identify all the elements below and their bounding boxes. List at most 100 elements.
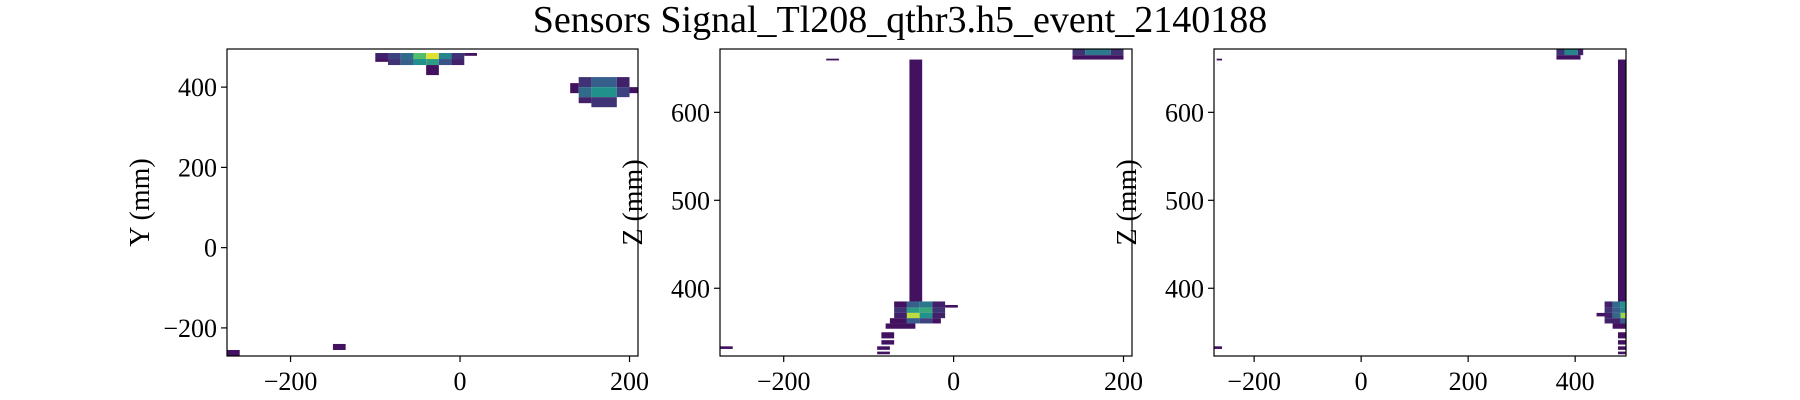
heatmap-cell xyxy=(919,318,933,324)
heatmap-cell xyxy=(826,58,839,61)
y-tick-label: 600 xyxy=(1165,98,1204,127)
heatmap-cell xyxy=(451,59,465,66)
xy-heatmap-panel: −200 0 200 −200 0 200 400 Y (mm) xyxy=(125,48,649,396)
heatmap-cell xyxy=(1072,55,1124,60)
axes-frame xyxy=(719,48,1133,357)
heatmap-cell xyxy=(1620,307,1626,313)
heatmap-cell xyxy=(578,97,592,104)
heatmap-cell xyxy=(426,65,439,76)
heatmap-cell xyxy=(400,53,414,60)
heatmap-cell xyxy=(1604,318,1621,324)
x-tick-label: 400 xyxy=(1556,367,1595,396)
heatmap-cell xyxy=(629,87,638,94)
heatmap-cells xyxy=(227,53,638,356)
heatmap-cell xyxy=(1604,301,1613,308)
heatmap-cell xyxy=(616,87,630,98)
heatmap-cell xyxy=(906,307,920,313)
heatmap-cells xyxy=(1214,49,1626,355)
y-axis-label: Z (mm) xyxy=(618,159,649,245)
heatmap-cell xyxy=(400,59,414,66)
heatmap-cell xyxy=(1620,318,1626,324)
heatmap-cell xyxy=(451,53,465,60)
heatmap-cell xyxy=(894,301,907,308)
heatmap-cell xyxy=(1556,49,1565,56)
x-tick-label: 200 xyxy=(1104,367,1143,396)
heatmap-cell xyxy=(413,53,427,60)
heatmap-cell xyxy=(1214,346,1223,349)
heatmap-cell xyxy=(1617,59,1626,302)
axes-frame xyxy=(1213,48,1627,357)
heatmap-cell xyxy=(945,304,958,308)
heatmap-cell xyxy=(877,346,890,350)
heatmap-cell xyxy=(1617,351,1626,355)
heatmap-cell xyxy=(1620,301,1626,308)
heatmap-cell xyxy=(578,87,592,98)
axes-frame xyxy=(226,48,639,357)
heatmap-cell xyxy=(1216,58,1223,61)
heatmap-cell xyxy=(1564,49,1578,56)
heatmap-cell xyxy=(906,318,920,324)
heatmap-cell xyxy=(426,53,439,60)
heatmap-cell xyxy=(332,343,346,350)
heatmap-cell xyxy=(570,83,579,94)
heatmap-cells xyxy=(720,49,1124,355)
heatmap-cell xyxy=(616,77,630,88)
figure-title: Sensors Signal_Tl208_qthr3.h5_event_2140… xyxy=(533,0,1268,41)
xz-heatmap-panel: −200 0 200 400 500 600 Z (mm) xyxy=(618,48,1143,396)
heatmap-cell xyxy=(464,53,477,56)
heatmap-cell xyxy=(906,312,920,319)
heatmap-cell xyxy=(1604,312,1613,319)
heatmap-cell xyxy=(388,59,401,66)
y-tick-label: 400 xyxy=(671,274,710,303)
heatmap-cell xyxy=(877,351,890,355)
heatmap-cell xyxy=(591,87,617,98)
heatmap-cell xyxy=(909,59,923,302)
heatmap-cell xyxy=(1556,55,1581,60)
heatmap-cell xyxy=(906,301,920,308)
x-tick-label: 0 xyxy=(947,367,960,396)
x-tick-label: −200 xyxy=(757,367,811,396)
heatmap-cell xyxy=(375,53,389,60)
heatmap-cell xyxy=(1617,346,1626,350)
heatmap-cell xyxy=(919,307,933,313)
heatmap-cell xyxy=(919,312,933,319)
x-tick-label: 0 xyxy=(454,367,467,396)
heatmap-cell xyxy=(919,301,933,308)
heatmap-cell xyxy=(438,53,452,60)
heatmap-cell xyxy=(1072,49,1086,56)
heatmap-cell xyxy=(932,312,946,319)
heatmap-cell xyxy=(1596,312,1608,317)
x-tick-label: −200 xyxy=(264,367,318,396)
heatmap-cell xyxy=(1612,312,1621,319)
heatmap-cell xyxy=(885,323,916,329)
heatmap-cell xyxy=(1085,49,1111,56)
y-tick-label: 600 xyxy=(671,98,710,127)
heatmap-cell xyxy=(1617,340,1626,345)
heatmap-cell xyxy=(591,97,617,108)
heatmap-cell xyxy=(881,332,895,339)
x-tick-label: 200 xyxy=(610,367,649,396)
heatmap-cell xyxy=(1577,49,1584,56)
x-tick-label: −200 xyxy=(1227,367,1281,396)
heatmap-cell xyxy=(438,59,452,66)
y-axis-label: Z (mm) xyxy=(1112,159,1143,245)
heatmap-cell xyxy=(1617,332,1626,339)
heatmap-cell xyxy=(720,346,733,349)
heatmap-cell xyxy=(932,301,946,308)
heatmap-cell xyxy=(894,312,907,319)
y-tick-label: 0 xyxy=(204,234,217,263)
y-tick-label: −200 xyxy=(163,314,217,343)
heatmap-cell xyxy=(388,53,401,60)
y-tick-label: 200 xyxy=(178,153,217,182)
heatmap-cell xyxy=(591,77,617,88)
x-tick-label: 200 xyxy=(1449,367,1488,396)
heatmap-cell xyxy=(881,340,895,345)
heatmap-cell xyxy=(1620,312,1626,319)
heatmap-cell xyxy=(578,77,592,88)
yz-heatmap-panel: −200 0 200 400 400 500 600 Z (mm) xyxy=(1112,48,1627,396)
heatmap-cell xyxy=(894,307,907,313)
heatmap-cell xyxy=(413,59,427,66)
heatmap-cell xyxy=(375,59,389,62)
heatmap-cell xyxy=(932,307,946,313)
